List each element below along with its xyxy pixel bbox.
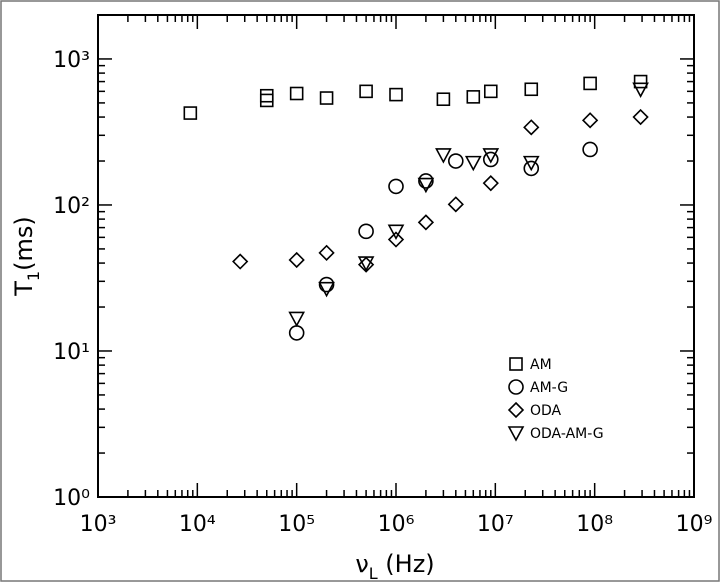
legend-label: ODA-AM-G xyxy=(530,426,604,442)
legend-label: AM-G xyxy=(530,380,568,396)
square-marker xyxy=(389,87,403,102)
square-marker xyxy=(466,90,481,104)
diamond-marker xyxy=(482,175,499,192)
triangle-marker xyxy=(435,148,452,164)
circle-marker xyxy=(482,151,499,168)
triangle-marker xyxy=(507,426,525,442)
y-label-main: T xyxy=(10,281,38,297)
square-marker xyxy=(319,91,334,105)
y-tick-label: 10¹ xyxy=(53,340,90,365)
y-label-sub: 1 xyxy=(24,271,43,281)
triangle-marker xyxy=(288,311,306,328)
circle-marker xyxy=(318,276,335,293)
diamond-marker xyxy=(507,401,525,419)
square-marker xyxy=(583,76,597,91)
circle-marker xyxy=(388,178,404,195)
diamond-marker xyxy=(417,214,435,231)
circle-marker xyxy=(358,223,374,240)
square-marker xyxy=(183,106,198,120)
x-tick-label: 10⁸ xyxy=(576,512,613,537)
circle-marker xyxy=(448,153,464,169)
circle-marker xyxy=(582,141,598,158)
diamond-marker xyxy=(581,112,599,129)
x-tick-label: 10⁵ xyxy=(278,512,315,537)
circle-marker xyxy=(508,379,524,395)
x-tick-label: 10⁹ xyxy=(676,512,713,537)
square-marker xyxy=(524,82,539,97)
diamond-marker xyxy=(288,251,305,269)
diamond-marker xyxy=(318,244,335,261)
x-label-unit: (Hz) xyxy=(378,550,435,578)
triangle-marker xyxy=(522,155,540,172)
square-marker xyxy=(483,84,498,99)
square-marker xyxy=(289,86,304,101)
x-label-sub: L xyxy=(369,564,378,582)
triangle-marker xyxy=(464,155,482,172)
triangle-marker xyxy=(632,82,649,98)
x-tick-label: 10⁷ xyxy=(477,512,514,537)
x-tick-label: 10³ xyxy=(80,512,117,537)
x-tick-label: 10⁶ xyxy=(378,512,415,537)
x-label-main: ν xyxy=(355,550,368,578)
square-marker xyxy=(436,92,451,107)
square-marker xyxy=(633,74,648,89)
diamond-marker xyxy=(523,119,540,136)
y-tick-label: 10² xyxy=(53,194,90,219)
triangle-marker xyxy=(417,177,435,194)
diamond-marker xyxy=(387,231,405,248)
x-axis-label: νL (Hz) xyxy=(355,550,434,582)
triangle-marker xyxy=(387,224,405,241)
square-marker xyxy=(509,357,523,371)
diamond-marker xyxy=(232,253,249,270)
y-axis-label: T1(ms) xyxy=(10,216,43,296)
y-tick-label: 10⁰ xyxy=(53,486,90,511)
triangle-marker xyxy=(318,281,335,298)
circle-marker xyxy=(418,173,434,189)
y-label-unit: (ms) xyxy=(10,216,38,271)
square-marker xyxy=(259,93,274,108)
y-tick-label: 10³ xyxy=(53,48,90,73)
legend-label: ODA xyxy=(530,403,562,419)
diamond-marker xyxy=(447,196,464,213)
triangle-marker xyxy=(357,256,375,272)
square-marker xyxy=(359,84,373,99)
x-tick-label: 10⁴ xyxy=(179,512,216,537)
diamond-marker xyxy=(632,108,649,126)
legend-label: AM xyxy=(530,357,552,373)
circle-marker xyxy=(523,160,540,177)
triangle-marker xyxy=(482,148,500,164)
